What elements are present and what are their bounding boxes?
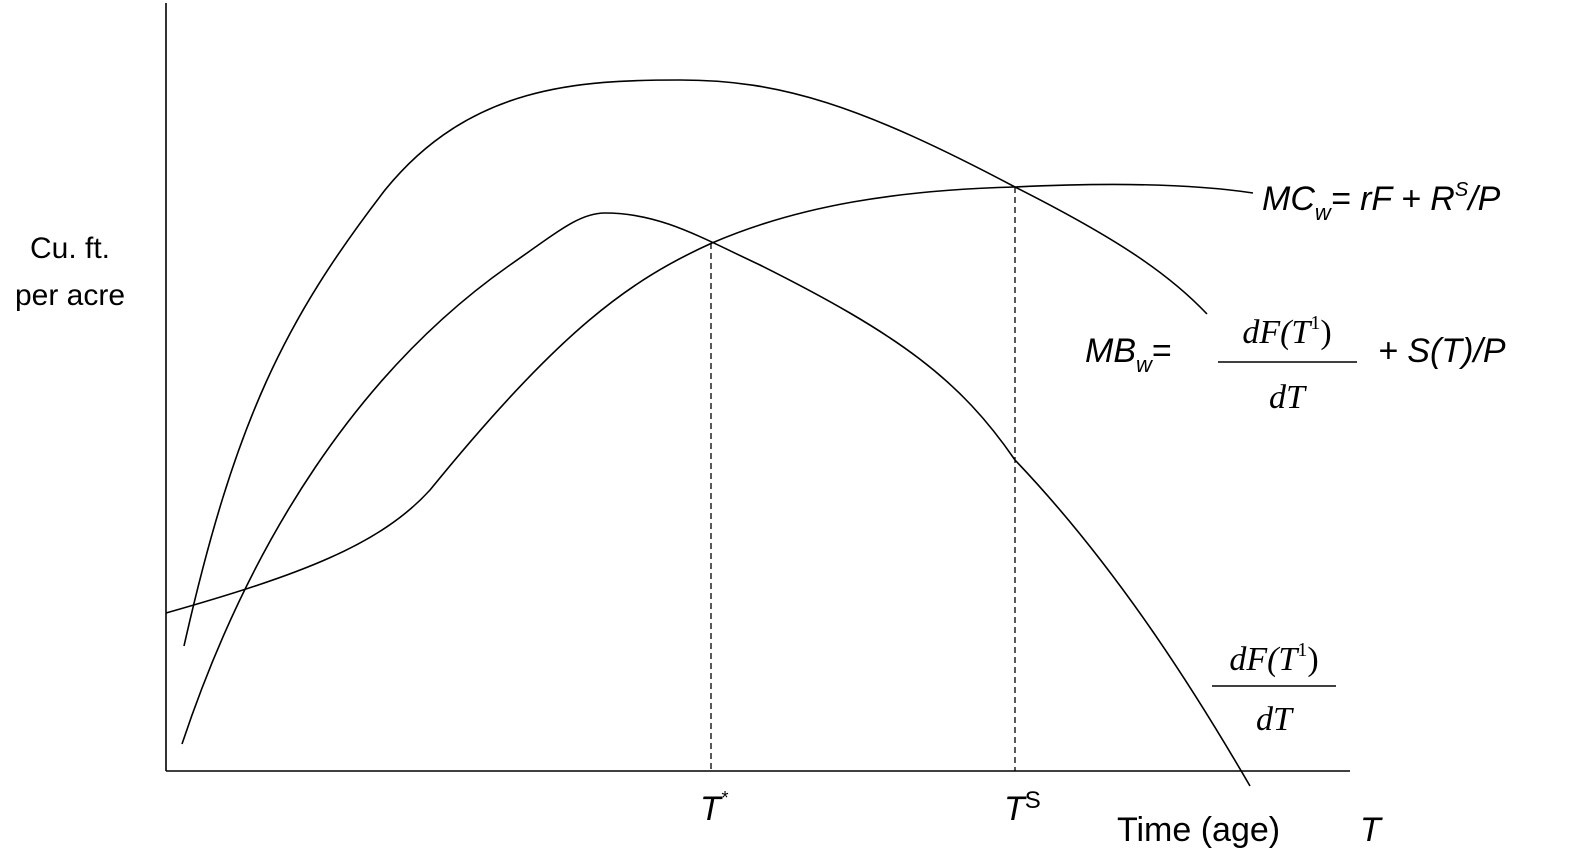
mb-fraction-numerator: dF(T1) — [1242, 312, 1331, 351]
mb-curve-label-tail: + S(T)/P — [1378, 332, 1506, 370]
y-axis-label-line1: Cu. ft. — [30, 232, 110, 265]
df-fraction-numerator: dF(T1) — [1229, 639, 1318, 678]
mb-curve-label-name: MBw= — [1085, 332, 1172, 377]
mb-curve — [183, 79, 1208, 647]
mb-fraction-denominator: dT — [1269, 379, 1307, 416]
x-axis-label: Time (age) — [1117, 811, 1280, 849]
df-curve — [181, 212, 1251, 787]
df-fraction-denominator: dT — [1256, 701, 1294, 738]
mc-curve — [165, 183, 1254, 614]
t-star-tick-label: T* — [700, 788, 729, 828]
y-axis-label-line2: per acre — [15, 279, 125, 312]
x-axis-symbol: T — [1360, 811, 1383, 849]
mc-curve-label: MCw= rF + RS/P — [1262, 179, 1501, 225]
t-s-tick-label: TS — [1004, 787, 1041, 828]
